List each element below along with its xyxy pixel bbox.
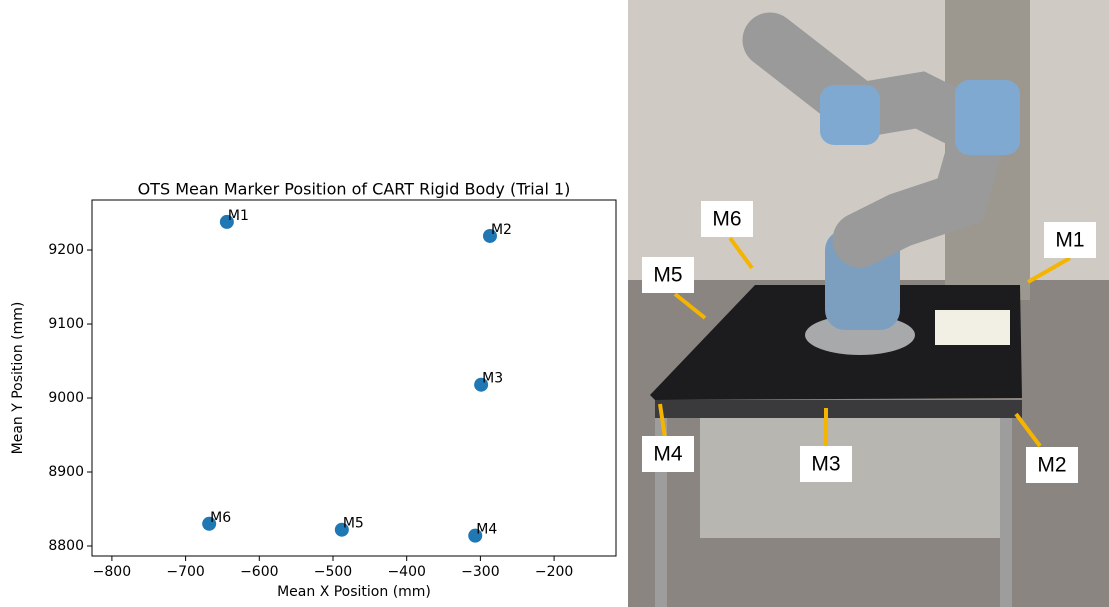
y-tick-label: 8800 [48,538,84,554]
photo: M6 M1 M5 M4 M3 M2 [628,0,1109,607]
y-tick-label: 9200 [48,242,84,258]
point-label: M3 [482,371,503,387]
photo-label: M2 [1037,454,1066,477]
y-axis-label: Mean Y Position (mm) [10,302,26,455]
x-tick-label: −200 [535,564,573,580]
x-tick-label: −400 [387,564,425,580]
point [334,522,349,537]
x-tick-label: −800 [93,564,131,580]
point-label: M5 [343,516,364,532]
point-label: M4 [476,522,497,538]
y-tick-label: 8900 [48,464,84,480]
y-tick-label: 9100 [48,316,84,332]
point [468,528,483,543]
photo-label: M4 [653,443,682,466]
leg [1000,418,1012,607]
robot-joint [955,80,1020,155]
paper [935,310,1010,345]
chart: OTS Mean Marker Position of CART Rigid B… [10,180,617,600]
x-axis-label: Mean X Position (mm) [277,584,431,600]
plot-frame [91,199,617,557]
x-tick-label: −300 [461,564,499,580]
photo-label: M5 [653,264,682,287]
chart-title: OTS Mean Marker Position of CART Rigid B… [138,180,571,199]
point-label: M2 [491,222,512,238]
arrows [658,236,1071,448]
photo-label: M6 [712,208,741,231]
point [482,228,497,243]
x-tick-label: −700 [166,564,204,580]
label-boxes [642,201,1096,483]
robot-joint [820,85,880,145]
point [202,516,217,531]
x-tick-label: −500 [314,564,352,580]
y-tick-label: 9000 [48,390,84,406]
point [474,377,489,392]
x-tick-label: −600 [240,564,278,580]
photo-label: M3 [811,453,840,476]
photo-label: M1 [1055,229,1084,252]
point-label: M1 [228,208,249,224]
point [219,214,234,229]
point-label: M6 [210,510,231,526]
table-edge [655,400,1022,418]
